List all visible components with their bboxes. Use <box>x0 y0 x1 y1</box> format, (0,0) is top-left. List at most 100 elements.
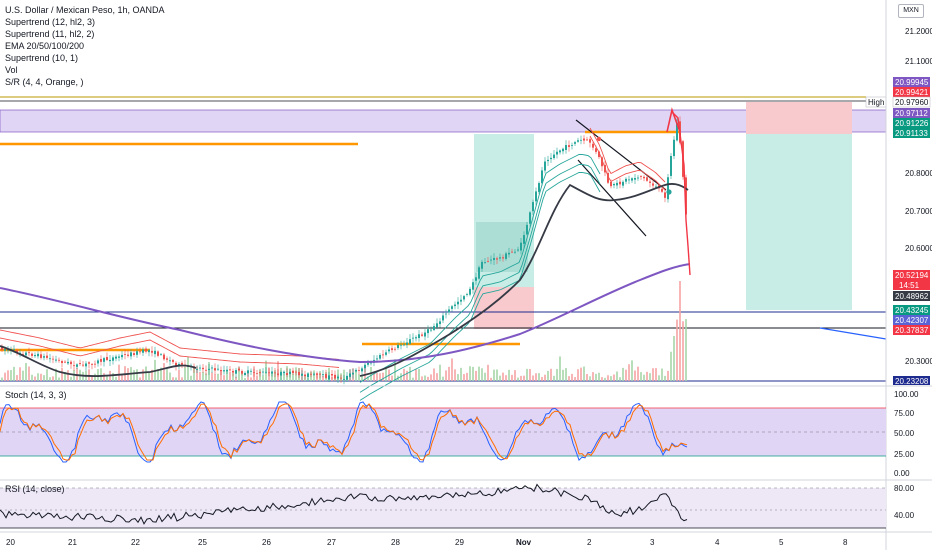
rsi-pane[interactable]: 80.00 40.00 <box>0 483 915 529</box>
price-badge: 20.91133 <box>895 129 928 138</box>
candle-body <box>208 368 210 370</box>
volume-bar <box>592 372 594 381</box>
candle-body <box>40 354 42 358</box>
rsi-pane-label[interactable]: RSI (14, close) <box>5 484 65 494</box>
candle-body <box>256 373 258 375</box>
candle-body <box>274 372 276 374</box>
volume-bar <box>145 366 147 381</box>
candle-body <box>139 351 141 353</box>
candle-body <box>73 365 75 367</box>
volume-bar <box>625 369 627 381</box>
candle-body <box>85 363 87 367</box>
volume-bar <box>61 367 63 381</box>
candle-body <box>295 371 297 373</box>
price-badge: 20.97112 <box>895 109 928 118</box>
candle-body <box>109 359 111 362</box>
price-tick: 20.80000 <box>905 169 932 178</box>
candle-body <box>544 161 546 171</box>
price-pane[interactable] <box>0 96 887 401</box>
candle-body <box>286 373 288 376</box>
candle-body <box>436 323 438 328</box>
price-badge-bg <box>893 87 930 97</box>
candle-body <box>106 357 108 361</box>
volume-bar <box>7 370 9 381</box>
candle-body <box>400 344 402 346</box>
candle-body <box>289 371 291 375</box>
price-badge: 20.48962 <box>895 292 929 301</box>
candle-body <box>643 176 645 179</box>
volume-bar <box>94 373 96 381</box>
candle-body <box>535 191 537 202</box>
volume-bar <box>661 368 663 381</box>
candle-body <box>301 373 303 376</box>
candle-body <box>325 373 327 378</box>
candle-body <box>511 251 513 253</box>
volume-bar <box>481 368 483 381</box>
candle-body <box>538 183 540 192</box>
indicator-label[interactable]: Supertrend (10, 1) <box>5 53 79 63</box>
volume-bar <box>448 366 450 381</box>
candle-body <box>382 354 384 356</box>
volume-bar <box>193 366 195 381</box>
price-axis[interactable]: 21.20000 21.10000 20.80000 20.70000 20.6… <box>865 0 932 386</box>
price-badge-bg <box>893 77 930 87</box>
volume-bar <box>478 366 480 381</box>
candle-body <box>685 177 687 215</box>
volume-bar <box>25 362 27 381</box>
candle-body <box>637 177 639 179</box>
candle-body <box>571 145 573 146</box>
volume-bar <box>493 369 495 381</box>
volume-bar <box>46 369 48 381</box>
time-axis[interactable]: 20 21 22 25 26 27 28 29 Nov 2 3 4 5 8 <box>6 538 848 547</box>
indicator-label[interactable]: Vol <box>5 65 18 75</box>
stoch-pane-label[interactable]: Stoch (14, 3, 3) <box>5 390 67 400</box>
stoch-tick: 100.00 <box>894 390 919 399</box>
volume-bar <box>169 372 171 381</box>
volume-bar <box>91 376 93 381</box>
indicator-label[interactable]: EMA 20/50/100/200 <box>5 41 85 51</box>
candle-body <box>49 358 51 360</box>
candle-body <box>313 373 315 375</box>
time-tick: 22 <box>131 538 140 547</box>
volume-bar <box>148 371 150 381</box>
candle-body <box>271 371 273 374</box>
candle-body <box>487 261 489 262</box>
symbol-title[interactable]: U.S. Dollar / Mexican Peso, 1h, OANDA <box>5 5 165 15</box>
candle-body <box>622 181 624 186</box>
candle-body <box>421 334 423 336</box>
price-tick: 20.30000 <box>905 357 932 366</box>
candle-body <box>592 143 594 148</box>
price-drop-path <box>671 111 691 276</box>
marker-dot <box>666 189 672 195</box>
indicator-label[interactable]: Supertrend (12, hl2, 3) <box>5 17 96 27</box>
candle-body <box>88 362 90 364</box>
price-badge: 20.37837 <box>895 326 929 335</box>
candle-body <box>229 369 231 371</box>
candle-body <box>241 371 243 374</box>
price-badge-bg <box>893 376 930 385</box>
volume-bar <box>421 376 423 381</box>
volume-bar <box>433 368 435 381</box>
candle-body <box>232 370 234 373</box>
volume-bar <box>367 376 369 381</box>
candle-body <box>376 358 378 360</box>
candle-body <box>136 351 138 355</box>
indicator-label[interactable]: Supertrend (11, hl2, 2) <box>5 29 95 39</box>
candlesticks <box>1 116 687 385</box>
volume-bar <box>133 369 135 381</box>
indicator-label[interactable]: S/R (4, 4, Orange, ) <box>5 77 84 87</box>
currency-badge[interactable]: MXN <box>898 4 924 18</box>
candle-body <box>211 367 213 369</box>
candle-body <box>598 151 600 157</box>
indicator-legend[interactable]: U.S. Dollar / Mexican Peso, 1h, OANDA Su… <box>5 4 165 88</box>
candle-body <box>475 277 477 281</box>
stoch-d-line <box>0 403 688 461</box>
volume-bar <box>589 376 591 381</box>
candle-body <box>262 371 264 373</box>
candle-body <box>520 242 522 251</box>
stoch-pane[interactable]: 100.00 75.00 50.00 25.00 0.00 <box>0 390 919 478</box>
candle-body <box>169 360 171 362</box>
volume-bar <box>547 370 549 381</box>
candle-body <box>145 348 147 352</box>
